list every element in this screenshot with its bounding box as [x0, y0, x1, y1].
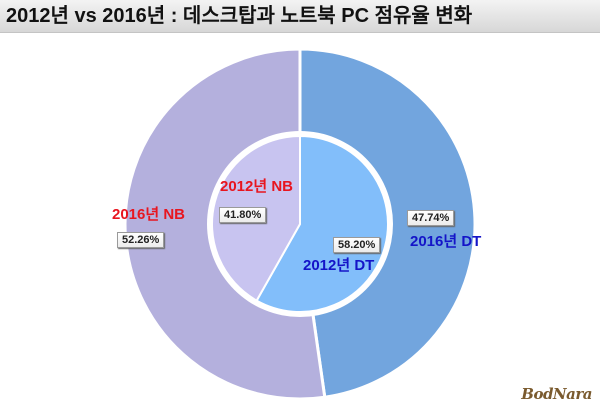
- inner-slice-2012-dt: [255, 135, 389, 313]
- value-label-2016-nb: 52.26%: [117, 232, 165, 248]
- label-2012-dt: 2012년 DT: [303, 257, 375, 274]
- bodnara-logo: BodNara: [521, 385, 592, 403]
- title-bar: 2012년 vs 2016년 : 데스크탑과 노트북 PC 점유율 변화: [0, 0, 600, 33]
- chart-title: 2012년 vs 2016년 : 데스크탑과 노트북 PC 점유율 변화: [6, 5, 473, 27]
- label-2016-nb: 2016년 NB: [112, 206, 186, 223]
- value-label-2016-dt: 47.74%: [407, 210, 455, 226]
- value-label-2012-nb: 41.80%: [219, 207, 267, 223]
- label-2016-dt: 2016년 DT: [410, 233, 482, 250]
- value-label-2012-dt: 58.20%: [333, 237, 381, 253]
- label-2012-nb: 2012년 NB: [220, 178, 294, 195]
- inner-pie: [210, 135, 389, 313]
